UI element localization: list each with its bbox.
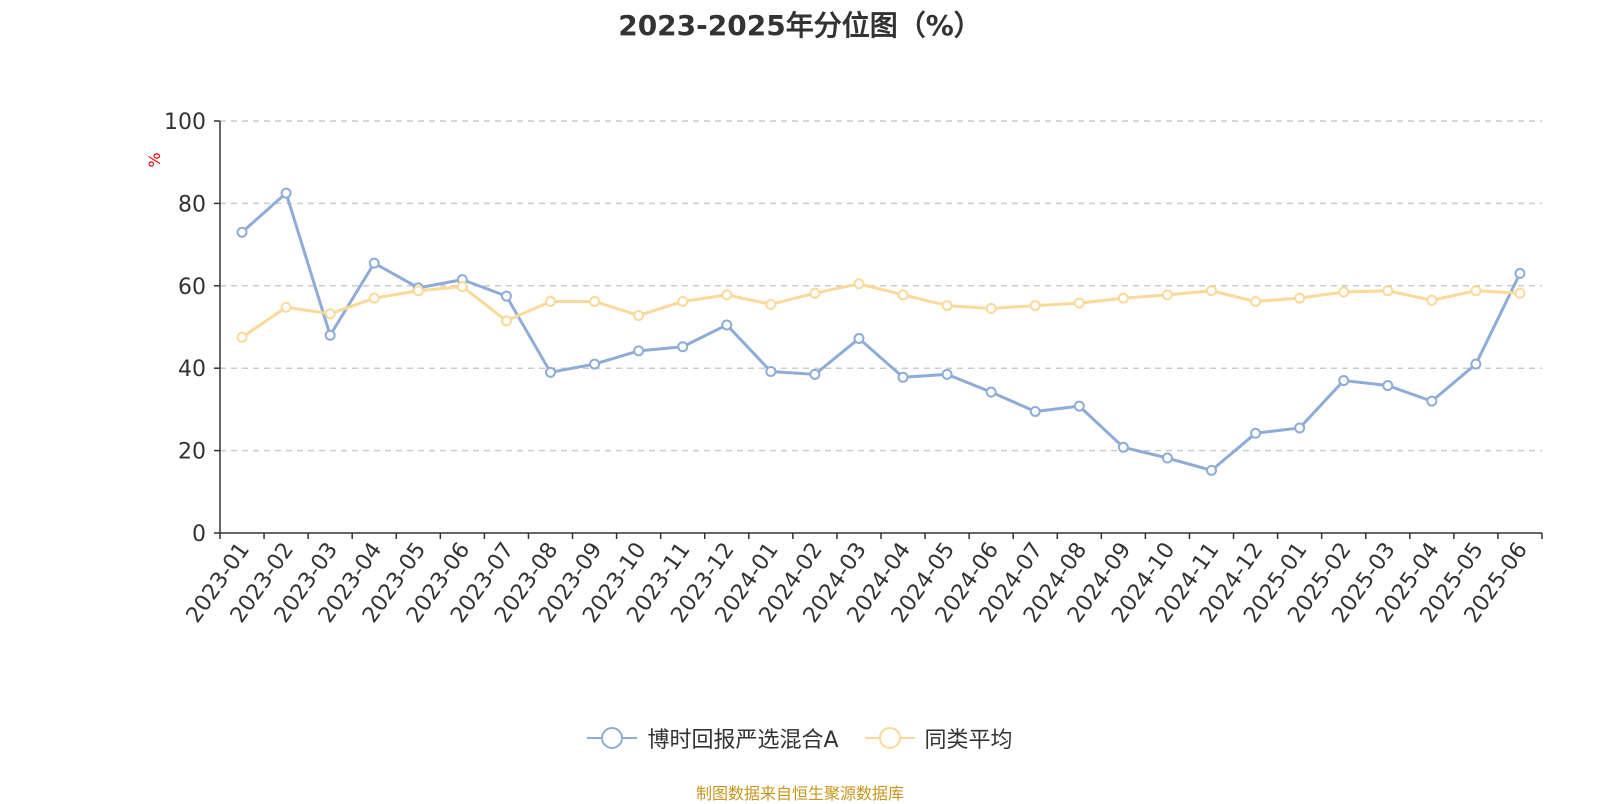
data-point <box>324 308 336 320</box>
data-point <box>1426 395 1438 407</box>
data-point <box>765 298 777 310</box>
source-note: 制图数据来自恒生聚源数据库 <box>695 784 904 803</box>
y-axis-unit: % <box>145 152 164 167</box>
series-line-0 <box>241 191 1522 472</box>
data-point <box>500 290 512 302</box>
data-point <box>1470 358 1482 370</box>
data-point <box>897 289 909 301</box>
chart-title: 2023-2025年分位图（%） <box>618 9 982 42</box>
y-tick-label: 20 <box>178 440 206 465</box>
data-point <box>1338 375 1350 387</box>
y-tick-label: 0 <box>192 522 206 547</box>
data-point <box>1250 427 1262 439</box>
data-point <box>633 309 645 321</box>
data-point <box>941 368 953 380</box>
legend: 博时回报严选混合A 同类平均 <box>0 722 1600 754</box>
data-point <box>985 386 997 398</box>
legend-marker-icon <box>864 727 915 749</box>
data-point <box>677 295 689 307</box>
data-point <box>1470 285 1482 297</box>
data-point <box>1426 294 1438 306</box>
x-tick-labels: 2023-012023-022023-032023-042023-052023-… <box>182 538 1533 628</box>
data-point <box>1117 441 1129 453</box>
series-lines <box>236 187 1526 476</box>
data-point <box>545 295 556 307</box>
data-point <box>324 329 336 341</box>
series-line-1 <box>241 282 1521 339</box>
data-point <box>456 281 468 293</box>
data-point <box>1382 380 1394 392</box>
legend-item-0[interactable]: 博时回报严选混合A <box>587 722 839 754</box>
data-point <box>677 341 689 353</box>
data-point <box>809 287 821 299</box>
data-point <box>500 315 512 327</box>
data-point <box>765 365 777 377</box>
data-point <box>897 371 909 383</box>
data-point <box>1029 405 1041 417</box>
data-point <box>853 333 865 345</box>
data-point <box>412 285 424 297</box>
data-point <box>589 295 601 307</box>
data-point <box>368 292 380 304</box>
data-point <box>853 278 865 290</box>
y-tick-label: 40 <box>178 357 206 382</box>
data-point <box>1029 300 1041 312</box>
data-point <box>545 366 556 378</box>
data-point <box>941 300 953 312</box>
data-point <box>1206 464 1217 476</box>
legend-label: 博时回报严选混合A <box>647 728 839 753</box>
data-point <box>1073 297 1085 309</box>
data-point <box>589 358 601 370</box>
data-point <box>1161 289 1173 301</box>
data-point <box>985 302 997 314</box>
legend-label: 同类平均 <box>924 728 1013 753</box>
data-point <box>1294 292 1306 304</box>
y-tick-label: 80 <box>178 192 206 217</box>
data-point <box>368 257 380 269</box>
data-point <box>236 331 248 343</box>
y-tick-label: 60 <box>178 275 206 300</box>
data-point <box>809 368 821 380</box>
data-point <box>1161 452 1173 464</box>
data-point <box>721 289 733 301</box>
grid-lines <box>220 120 1542 452</box>
data-point <box>1514 287 1526 299</box>
legend-item-1[interactable]: 同类平均 <box>864 722 1013 754</box>
data-point <box>1294 422 1306 434</box>
data-point <box>1073 400 1085 412</box>
data-point <box>1514 267 1526 279</box>
data-point <box>721 319 733 331</box>
data-point <box>1250 295 1262 307</box>
data-point <box>236 226 248 238</box>
y-tick-label: 100 <box>164 110 206 135</box>
data-point <box>1382 285 1394 297</box>
data-point <box>1117 292 1129 304</box>
data-point <box>633 345 645 357</box>
data-point <box>280 301 292 313</box>
axes: 0 20 40 60 80 100 <box>164 110 1543 547</box>
data-point <box>1206 285 1217 297</box>
data-point <box>1338 286 1350 298</box>
legend-marker-icon <box>587 727 638 749</box>
data-point <box>280 187 292 199</box>
